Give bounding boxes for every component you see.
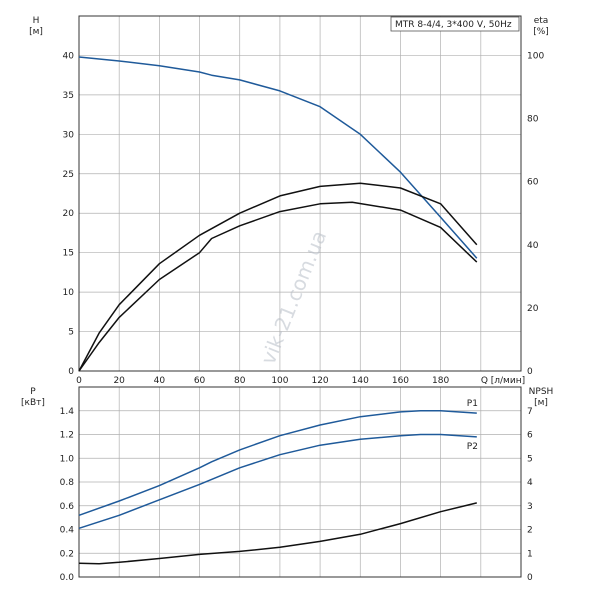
head-y-tick-label: 0 [68,367,74,377]
power-series-line-1 [78,410,477,517]
x-tick-label: 160 [392,376,409,386]
head-y2-tick-label: 100 [527,51,544,61]
power-y2-tick-label: 4 [527,478,533,488]
x-tick-label: 140 [352,376,369,386]
x-tick-label: 180 [432,376,449,386]
head-y2-axis-title: eta [534,16,549,26]
power-y2-axis-unit: [м] [534,398,548,408]
head-y-tick-label: 35 [63,91,74,101]
power-y-tick-label: 0.0 [60,573,75,583]
power-y-tick-label: 1.2 [60,431,74,441]
power-y-tick-label: 1.4 [60,407,75,417]
head-series-line-2 [78,182,478,372]
power-series-label-p1: P1 [467,399,478,409]
head-series-line-3 [78,201,478,372]
x-tick-label: 40 [154,376,166,386]
head-y2-tick-label: 20 [527,304,539,314]
power-y-axis-unit: [кВт] [21,398,45,408]
head-y2-tick-label: 80 [527,115,539,125]
head-y2-axis-unit: [%] [533,27,549,37]
x-tick-label: 0 [76,376,82,386]
power-series-line-2 [78,433,477,530]
chart-title-box [390,16,520,32]
x-axis-title: Q [л/мин] [481,376,525,386]
power-series-label-p2: P2 [467,442,478,452]
power-y2-axis-title: NPSH [529,387,554,397]
power-y-tick-label: 1.0 [60,454,75,464]
head-y-axis-title: H [33,16,40,26]
x-tick-label: 60 [194,376,206,386]
head-plot-frame [78,15,522,372]
power-y-tick-label: 0.4 [60,526,75,536]
head-y2-tick-label: 60 [527,178,539,188]
head-y-tick-label: 10 [63,288,75,298]
x-tick-label: 120 [311,376,328,386]
chart-title: MTR 8-4/4, 3*400 V, 50Hz [395,20,512,30]
head-series-line-1 [78,56,478,259]
power-y2-tick-label: 5 [527,454,533,464]
head-y-tick-label: 25 [63,170,74,180]
x-tick-label: 100 [271,376,288,386]
head-y2-tick-label: 40 [527,241,539,251]
power-y2-tick-label: 1 [527,549,533,559]
power-y2-tick-label: 0 [527,573,533,583]
power-y2-tick-label: 2 [527,526,533,536]
head-y-tick-label: 30 [63,130,75,140]
x-tick-label: 20 [113,376,125,386]
power-y-tick-label: 0.2 [60,549,74,559]
power-y2-tick-label: 6 [527,431,533,441]
head-y-tick-label: 20 [63,209,75,219]
power-y2-tick-label: 3 [527,502,533,512]
head-y-axis-unit: [м] [29,27,43,37]
power-y-tick-label: 0.8 [60,478,75,488]
head-y-tick-label: 5 [68,328,74,338]
head-y-tick-label: 15 [63,249,74,259]
power-y-tick-label: 0.6 [60,502,75,512]
x-tick-label: 80 [234,376,246,386]
power-plot-frame [78,386,522,578]
head-y-tick-label: 40 [63,51,75,61]
power-y-axis-title: P [30,387,36,397]
head-y2-tick-label: 0 [527,367,533,377]
power-series-line-3 [78,502,477,565]
power-y2-tick-label: 7 [527,407,533,417]
